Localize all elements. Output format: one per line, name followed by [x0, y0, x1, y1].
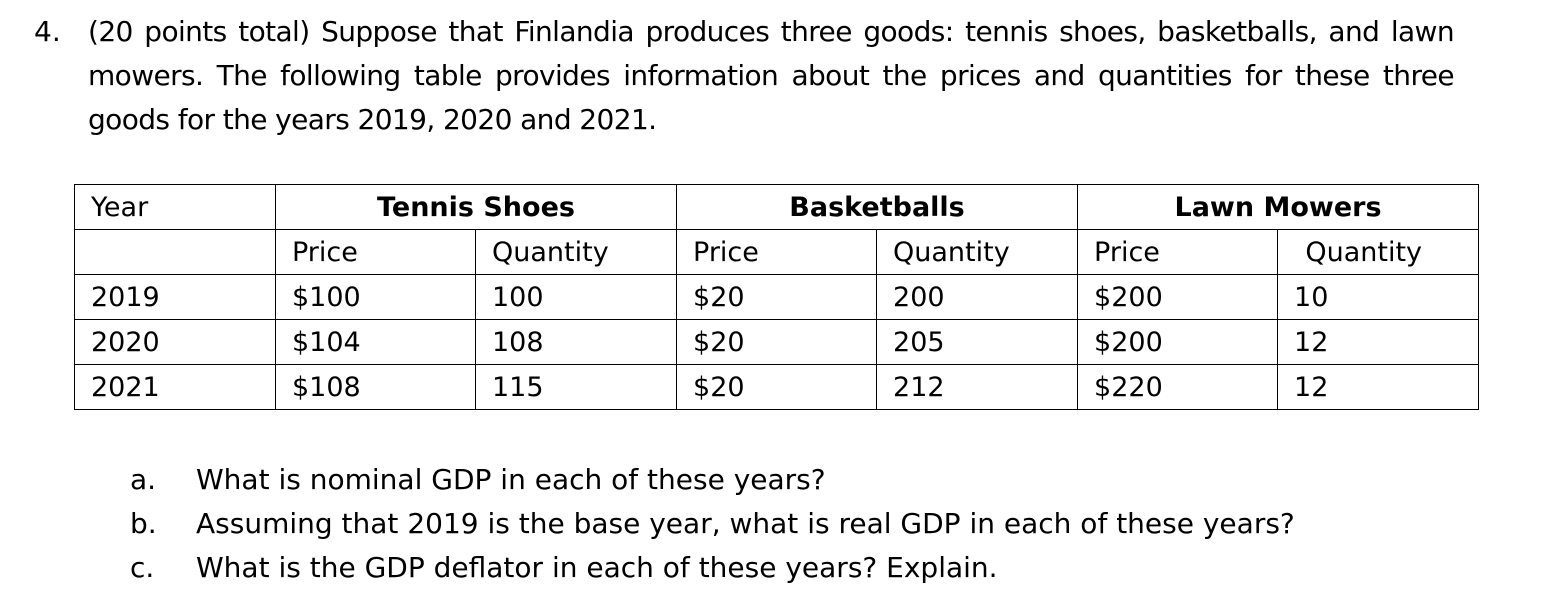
year-cell: 2021 [74, 364, 276, 410]
subheader-price: Price [275, 229, 476, 275]
sub-question-b: b. Assuming that 2019 is the base year, … [130, 502, 1295, 546]
table-cell: $200 [1077, 274, 1279, 320]
sub-question-a: a. What is nominal GDP in each of these … [130, 458, 1295, 502]
table-cell: 100 [474, 274, 678, 320]
table-cell: 108 [474, 319, 678, 365]
group-header-tennis-shoes: Tennis Shoes [274, 184, 678, 230]
subheader-price: Price [1077, 229, 1279, 275]
sub-question-marker: a. [130, 463, 157, 496]
table-cell: $220 [1077, 364, 1279, 410]
table-cell: $104 [275, 319, 476, 365]
table-header-row: Year Tennis Shoes Basketballs Lawn Mower… [74, 184, 1480, 230]
table-cell: $108 [275, 364, 476, 410]
year-header: Year [74, 184, 276, 230]
sub-questions-list: a. What is nominal GDP in each of these … [130, 458, 1295, 590]
table-cell: $20 [676, 364, 878, 410]
group-header-basketballs: Basketballs [676, 184, 1079, 230]
sub-question-marker: b. [130, 507, 157, 540]
table-cell: 205 [876, 319, 1079, 365]
sub-question-text: What is nominal GDP in each of these yea… [196, 463, 826, 496]
table-cell: 115 [474, 364, 678, 410]
table-row: 2021 $108 115 $20 212 $220 12 [74, 364, 1480, 410]
subheader-quantity: Quantity [1277, 229, 1480, 275]
table-cell: $200 [1077, 319, 1279, 365]
table-cell: $20 [676, 274, 878, 320]
subheader-quantity: Quantity [876, 229, 1079, 275]
table-cell: 12 [1277, 364, 1480, 410]
table-row: 2019 $100 100 $20 200 $200 10 [74, 274, 1480, 320]
table-row: 2020 $104 108 $20 205 $200 12 [74, 319, 1480, 365]
table-cell: 12 [1277, 319, 1480, 365]
sub-question-c: c. What is the GDP deflator in each of t… [130, 546, 1295, 590]
question-text: (20 points total) Suppose that Finlandia… [88, 15, 1455, 136]
table-subheader-row: Price Quantity Price Quantity Price Quan… [74, 229, 1480, 275]
question-4: 4. (20 points total) Suppose that Finlan… [34, 10, 1455, 142]
sub-question-marker: c. [130, 551, 155, 584]
year-cell: 2019 [74, 274, 276, 320]
table-cell: 10 [1277, 274, 1480, 320]
table-cell: $100 [275, 274, 476, 320]
sub-question-text: Assuming that 2019 is the base year, wha… [196, 507, 1295, 540]
subheader-price: Price [676, 229, 878, 275]
empty-cell [74, 229, 276, 275]
sub-question-text: What is the GDP deflator in each of thes… [196, 551, 998, 584]
group-header-lawn-mowers: Lawn Mowers [1077, 184, 1480, 230]
year-cell: 2020 [74, 319, 276, 365]
subheader-quantity: Quantity [474, 229, 678, 275]
prices-quantities-table: Year Tennis Shoes Basketballs Lawn Mower… [74, 184, 1480, 410]
table-cell: $20 [676, 319, 878, 365]
table-cell: 212 [876, 364, 1079, 410]
question-number: 4. [34, 15, 61, 48]
table-cell: 200 [876, 274, 1079, 320]
